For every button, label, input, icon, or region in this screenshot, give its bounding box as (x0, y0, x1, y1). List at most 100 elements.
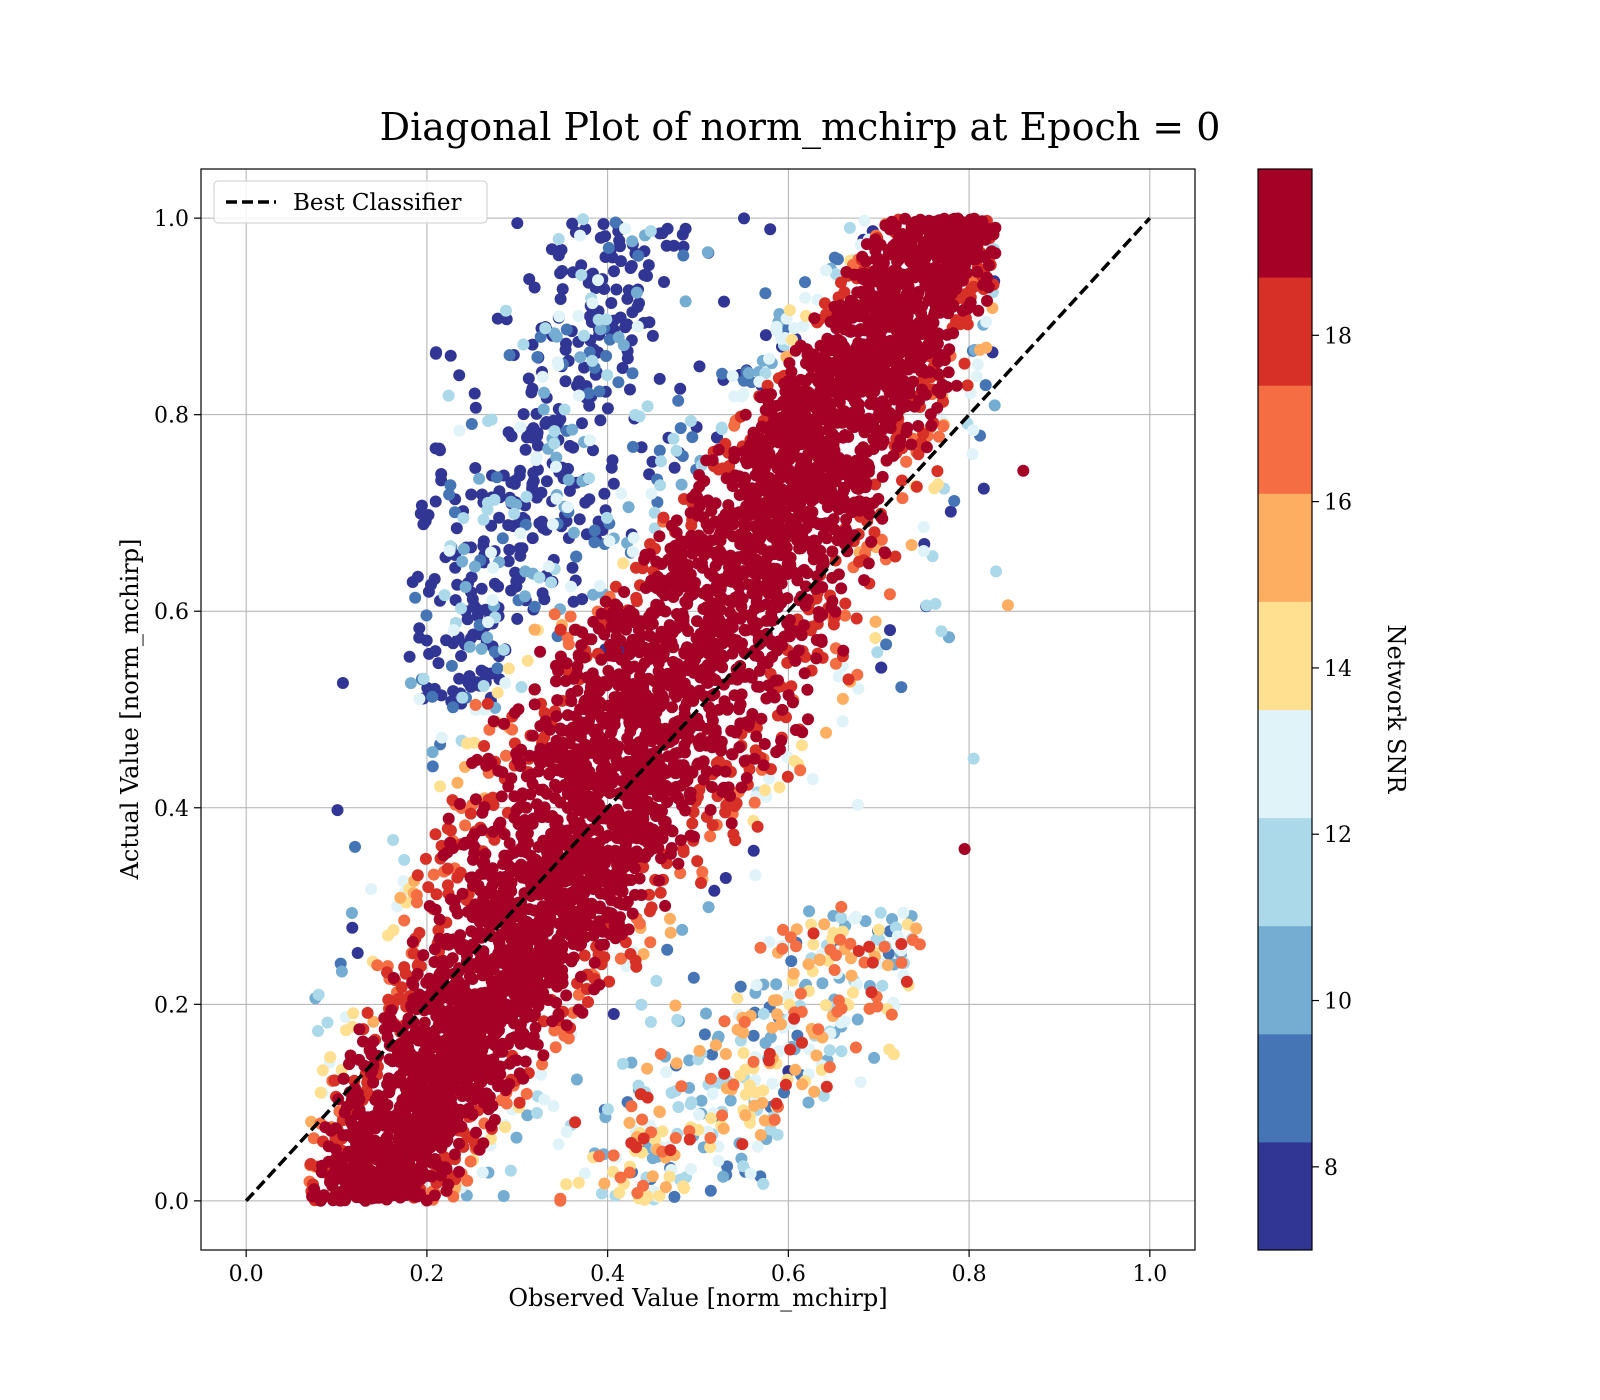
scatter-point (582, 996, 594, 1008)
scatter-point (896, 492, 909, 505)
scatter-point (336, 677, 349, 689)
scatter-point (724, 1094, 737, 1107)
scatter-point (849, 1041, 862, 1054)
scatter-point (572, 1176, 585, 1189)
scatter-point (875, 533, 888, 546)
scatter-point (605, 461, 618, 474)
scatter-point (365, 883, 378, 895)
scatter-point (739, 1109, 752, 1122)
scatter-point (704, 830, 717, 843)
scatter-point (616, 608, 629, 621)
scatter-point (683, 1125, 696, 1137)
scatter-point (519, 1055, 532, 1068)
scatter-point (981, 294, 993, 307)
scatter-point (785, 955, 798, 968)
scatter-point (818, 297, 831, 310)
scatter-point (478, 740, 491, 752)
scatter-point (624, 383, 636, 396)
scatter-point (776, 639, 789, 652)
scatter-point (578, 949, 591, 962)
scatter-point (731, 992, 744, 1005)
scatter-point (802, 958, 815, 971)
scatter-point (422, 881, 435, 894)
scatter-point (534, 645, 547, 658)
scatter-point (779, 1078, 792, 1091)
scatter-point (601, 1103, 614, 1116)
scatter-point (661, 943, 674, 956)
scatter-point (665, 519, 678, 532)
scatter-point (457, 512, 470, 525)
scatter-point (988, 399, 1001, 412)
scatter-point (433, 932, 446, 945)
scatter-point (770, 320, 783, 333)
scatter-point (413, 692, 426, 705)
scatter-point (821, 424, 834, 437)
scatter-point (547, 414, 560, 427)
scatter-point (704, 1072, 717, 1085)
scatter-point (517, 338, 530, 351)
scatter-point (426, 690, 439, 703)
scatter-point (666, 825, 679, 838)
scatter-point (428, 1189, 441, 1202)
scatter-point (743, 367, 755, 380)
scatter-point (749, 869, 762, 882)
scatter-point (674, 382, 687, 395)
scatter-point (399, 967, 412, 980)
scatter-point (582, 387, 595, 400)
scatter-point (634, 1088, 647, 1101)
scatter-point (605, 297, 618, 309)
scatter-point (980, 315, 993, 328)
scatter-point (848, 912, 861, 925)
scatter-point (448, 1148, 461, 1161)
scatter-point (441, 862, 454, 875)
scatter-point (708, 884, 721, 897)
scatter-point (753, 680, 766, 693)
scatter-point (491, 312, 504, 325)
scatter-point (786, 333, 798, 346)
scatter-point (461, 613, 474, 626)
scatter-point (312, 988, 325, 1001)
scatter-point (456, 555, 469, 568)
scatter-point (695, 1094, 708, 1107)
scatter-point (852, 945, 865, 957)
scatter-point (890, 324, 903, 337)
scatter-point (601, 402, 614, 415)
scatter-point (502, 555, 515, 568)
scatter-point (631, 1187, 644, 1199)
scatter-point (560, 323, 573, 336)
scatter-point (434, 780, 447, 793)
scatter-point (547, 1100, 560, 1113)
scatter-point (716, 1109, 729, 1122)
scatter-point (729, 834, 742, 847)
scatter-point (575, 970, 587, 983)
scatter-point (645, 487, 658, 500)
scatter-point (858, 956, 871, 969)
scatter-point (693, 1044, 706, 1057)
scatter-point (479, 670, 492, 683)
scatter-point (530, 454, 543, 466)
scatter-point (738, 1016, 751, 1028)
scatter-point (404, 677, 417, 690)
scatter-point (937, 420, 950, 433)
scatter-point (493, 511, 506, 524)
scatter-point (771, 506, 784, 519)
scatter-point (635, 441, 648, 454)
scatter-point (644, 225, 657, 238)
scatter-point (609, 216, 622, 229)
scatter-point (667, 239, 680, 252)
scatter-point (806, 773, 819, 786)
scatter-point (519, 590, 531, 603)
scatter-point (548, 425, 561, 438)
scatter-point (395, 981, 408, 994)
scatter-point (971, 265, 984, 278)
scatter-point (583, 434, 596, 447)
scatter-point (757, 759, 770, 772)
scatter-point (443, 544, 456, 557)
scatter-point (737, 1047, 750, 1059)
scatter-point (520, 1087, 533, 1100)
scatter-point (858, 214, 871, 227)
scatter-point (554, 1192, 567, 1205)
scatter-point (917, 236, 930, 249)
scatter-point (736, 1138, 749, 1151)
scatter-point (594, 414, 607, 427)
